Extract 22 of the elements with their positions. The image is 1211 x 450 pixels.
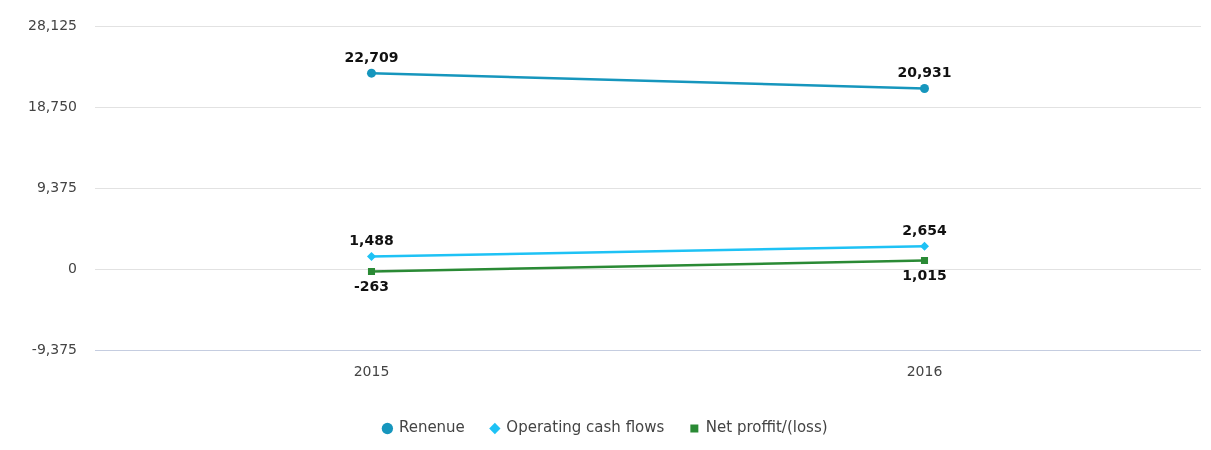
point: [920, 84, 929, 94]
data-label: 1,488: [349, 232, 394, 249]
point: [366, 251, 376, 261]
y-tick-label: 0: [68, 259, 77, 276]
y-tick-label: -9,375: [31, 340, 77, 357]
legend-label: Operating cash flows: [506, 418, 665, 437]
y-tick-label: 18,750: [27, 97, 77, 114]
data-label: 22,709: [344, 48, 399, 65]
x-tick-label: 2016: [906, 363, 943, 380]
data-label: 2,654: [902, 221, 947, 238]
legend-label: Renenue: [398, 418, 465, 437]
point: [367, 267, 376, 276]
y-tick-label: 28,125: [27, 17, 77, 34]
legend-label: Net proffit/(loss): [705, 418, 828, 437]
point: [366, 68, 376, 78]
data-label: -263: [353, 278, 390, 295]
point: [920, 256, 929, 265]
x-tick-label: 2015: [353, 363, 390, 380]
y-tick-label: 9,375: [36, 178, 77, 195]
data-label: 20,931: [897, 64, 952, 81]
point: [920, 241, 929, 251]
data-label: 1,015: [902, 267, 947, 284]
